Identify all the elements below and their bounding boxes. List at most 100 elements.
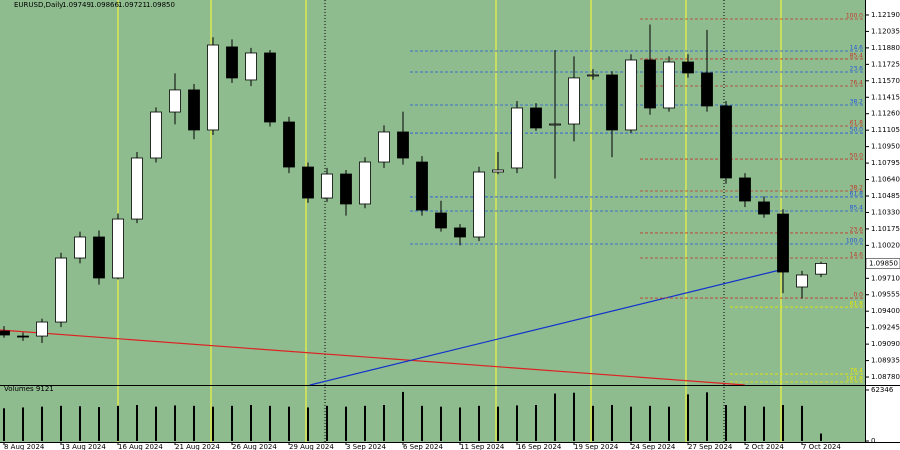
y-tick-label: 1.09555 xyxy=(871,291,900,299)
x-tick-label: 27 Sep 2024 xyxy=(688,443,733,450)
candle-body xyxy=(378,131,390,163)
fib-label: 61.8 xyxy=(850,190,864,197)
fib-label: 100.0 xyxy=(846,237,863,244)
candle-body xyxy=(245,52,257,81)
candle-body xyxy=(264,52,276,123)
candle-body xyxy=(226,46,238,79)
y-tick-label: 1.12035 xyxy=(871,27,900,35)
fib-label: 0.0 xyxy=(853,292,863,299)
candle-body xyxy=(511,107,523,169)
trend-line xyxy=(309,269,781,386)
candle-body xyxy=(283,121,295,168)
current-price-box xyxy=(865,258,900,269)
x-tick-label: 8 Aug 2024 xyxy=(4,443,45,450)
candle-body xyxy=(416,161,428,211)
fib-label: 50.0 xyxy=(850,127,864,134)
fib-label: 38.2 xyxy=(850,99,864,106)
candle-body xyxy=(169,89,181,113)
y-tick-label: 1.10330 xyxy=(871,208,900,216)
header-quote: 1.09721 xyxy=(118,1,147,9)
y-tick-label: 1.09710 xyxy=(871,274,900,282)
candle-body xyxy=(435,212,447,229)
x-tick-label: 3 Sep 2024 xyxy=(346,443,386,450)
fib-label: 50.0 xyxy=(850,153,864,160)
x-tick-label: 2 Oct 2024 xyxy=(745,443,784,450)
candle-body xyxy=(739,177,751,202)
candle-body xyxy=(682,61,694,74)
fib-label: 76.4 xyxy=(850,368,864,375)
header-quote: 1.09749 xyxy=(62,1,91,9)
volume-tick-label: 0 xyxy=(871,437,875,445)
candle-body xyxy=(568,77,580,125)
y-tick-label: 1.10950 xyxy=(871,143,900,151)
header-quote: 1.09866 xyxy=(90,1,119,9)
candle-body xyxy=(302,166,314,199)
x-tick-label: 16 Aug 2024 xyxy=(118,443,163,450)
candle-body xyxy=(663,61,675,109)
y-tick-label: 1.08935 xyxy=(871,357,900,365)
y-tick-label: 1.11725 xyxy=(871,60,900,68)
fib-label: 161.8 xyxy=(846,376,863,383)
fib-label: 61.8 xyxy=(850,301,864,308)
fib-label: 85.4 xyxy=(850,204,864,211)
candle-body xyxy=(549,123,561,126)
candle-body xyxy=(454,227,466,238)
fib-label: 85.4 xyxy=(850,52,864,59)
x-tick-label: 29 Aug 2024 xyxy=(289,443,334,450)
y-tick-label: 1.11260 xyxy=(871,110,900,118)
x-tick-label: 24 Sep 2024 xyxy=(631,443,676,450)
candle-body xyxy=(606,74,618,131)
fib-label: 23.6 xyxy=(850,65,864,72)
y-tick-label: 1.10485 xyxy=(871,192,900,200)
y-tick-label: 1.09400 xyxy=(871,307,900,315)
candle-body xyxy=(644,59,656,109)
candle-body xyxy=(74,236,86,259)
fib-label: 14.6 xyxy=(850,44,864,51)
trend-line xyxy=(0,329,746,386)
x-tick-label: 16 Sep 2024 xyxy=(517,443,562,450)
candle-body xyxy=(397,131,409,159)
candle-body xyxy=(55,257,67,323)
y-tick-label: 1.09245 xyxy=(871,324,900,332)
candle-body xyxy=(625,59,637,131)
candle-body xyxy=(815,263,827,275)
candle-body xyxy=(36,321,48,337)
fib-label: 100.0 xyxy=(846,13,863,20)
candle-body xyxy=(112,218,124,279)
x-tick-label: 6 Sep 2024 xyxy=(403,443,443,450)
x-tick-label: 19 Sep 2024 xyxy=(574,443,619,450)
header-symbol: EURUSD,Daily xyxy=(14,1,63,9)
y-tick-label: 1.11105 xyxy=(871,126,900,134)
candle-body xyxy=(188,89,200,131)
candle-body xyxy=(492,169,504,173)
y-tick-label: 1.11415 xyxy=(871,93,900,101)
candle-body xyxy=(777,213,789,273)
fib-label: 14.6 xyxy=(850,252,864,259)
candle-body xyxy=(473,171,485,238)
candle-body xyxy=(207,44,219,131)
candle-body xyxy=(93,236,105,279)
x-tick-label: 13 Aug 2024 xyxy=(61,443,106,450)
candle-body xyxy=(758,201,770,215)
candle-body xyxy=(131,157,143,220)
x-tick-label: 21 Aug 2024 xyxy=(175,443,220,450)
y-tick-label: 1.11570 xyxy=(871,77,900,85)
fib-label: 38.2 xyxy=(850,185,864,192)
y-tick-label: 1.10020 xyxy=(871,241,900,249)
y-tick-label: 1.10640 xyxy=(871,176,900,184)
y-tick-label: 1.10175 xyxy=(871,225,900,233)
x-tick-label: 11 Sep 2024 xyxy=(460,443,505,450)
candle-body xyxy=(530,107,542,129)
volume-tick-label: 62346 xyxy=(871,386,894,394)
candle-body xyxy=(340,173,352,205)
header-quote: 1.09850 xyxy=(146,1,175,9)
fib-label: 76.4 xyxy=(850,80,864,87)
candle-body xyxy=(0,330,10,336)
candle-body xyxy=(701,72,713,107)
candle-body xyxy=(796,274,808,288)
candle-body xyxy=(17,335,29,338)
fib-label: 23.6 xyxy=(850,226,864,233)
candle-body xyxy=(321,173,333,199)
plot-background xyxy=(0,0,865,442)
